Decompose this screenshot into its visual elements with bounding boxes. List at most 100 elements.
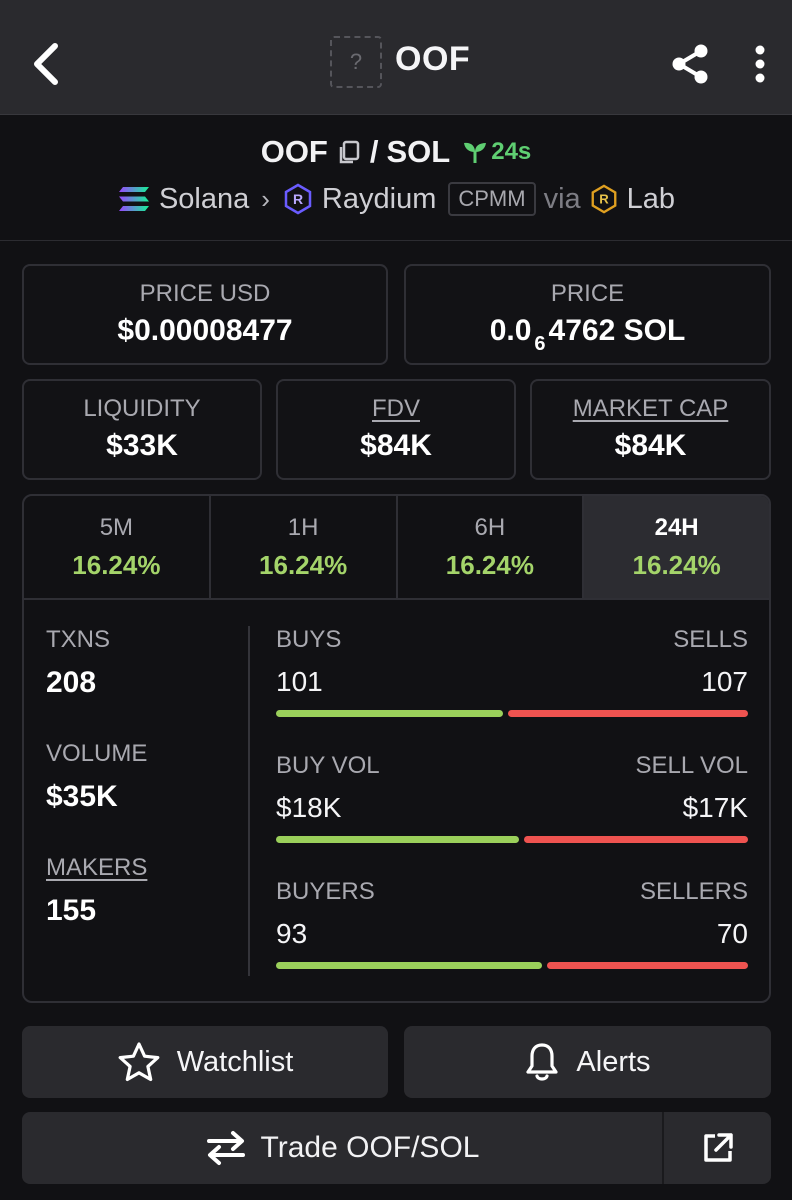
back-button[interactable] xyxy=(22,36,70,92)
trade-button[interactable]: Trade OOF/SOL xyxy=(22,1112,662,1184)
price-usd-card: PRICE USD $0.00008477 xyxy=(22,264,388,365)
makers-label[interactable]: MAKERS xyxy=(46,854,148,881)
buy-bar xyxy=(276,962,543,969)
open-external-button[interactable] xyxy=(664,1112,771,1184)
tab-24h[interactable]: 24H 16.24% xyxy=(584,496,769,598)
tab-change: 16.24% xyxy=(632,550,721,580)
swap-arrows-icon xyxy=(206,1131,245,1165)
sell-bar xyxy=(523,836,748,843)
base-symbol: OOF xyxy=(260,134,328,169)
sell-bar xyxy=(507,710,748,717)
buy-bar xyxy=(276,836,519,843)
top-bar: ? OOF xyxy=(0,0,792,115)
tab-6h[interactable]: 6H 16.24% xyxy=(398,496,585,598)
buyers-sellers-bar xyxy=(276,962,748,969)
buys-value: 101 xyxy=(276,666,323,697)
token-thumbnail: ? xyxy=(330,36,382,88)
back-arrow-icon xyxy=(34,43,58,85)
timeframe-tabs: 5M 16.24% 1H 16.24% 6H 16.24% 24H 16.24% xyxy=(24,496,769,600)
pair-age-badge: 24s xyxy=(462,138,531,166)
pair-title: OOF / SOL 24s xyxy=(0,134,792,170)
more-options-button[interactable] xyxy=(740,38,780,90)
share-button[interactable] xyxy=(664,38,716,90)
buys-sells-bar xyxy=(276,710,748,717)
pair-slash: / xyxy=(369,134,379,169)
market-cap-card: MARKET CAP $84K xyxy=(530,379,771,480)
star-icon xyxy=(118,1042,160,1082)
volume-label: VOLUME xyxy=(46,740,148,767)
pair-age: 24s xyxy=(491,138,532,165)
watchlist-label: Watchlist xyxy=(176,1045,294,1078)
liquidity-card: LIQUIDITY $33K xyxy=(22,379,262,480)
sprout-icon xyxy=(464,142,487,163)
txns-stat: TXNS 208 xyxy=(46,626,246,700)
chain-link[interactable]: Solana xyxy=(158,182,250,215)
txns-value: 208 xyxy=(46,666,97,699)
sell-bar xyxy=(547,962,748,969)
price-suffix: 4762 SOL xyxy=(548,314,686,347)
liquidity-label: LIQUIDITY xyxy=(83,395,201,422)
price-usd-value: $0.00008477 xyxy=(117,314,293,347)
trade-label: Trade OOF/SOL xyxy=(260,1131,480,1164)
watchlist-button[interactable]: Watchlist xyxy=(22,1026,388,1098)
dex-link[interactable]: Raydium xyxy=(321,182,437,215)
sellers-label: SELLERS xyxy=(639,878,748,905)
copy-icon[interactable] xyxy=(336,139,362,165)
price-native-value: 0.0 6 4762 SOL xyxy=(406,314,769,355)
svg-text:R: R xyxy=(599,192,609,207)
price-zero-count: 6 xyxy=(534,333,546,355)
txns-label: TXNS xyxy=(46,626,111,653)
share-icon xyxy=(672,44,708,84)
sell-vol-value: $17K xyxy=(682,792,748,823)
makers-stat: MAKERS 155 xyxy=(46,854,246,928)
sellers-value: 70 xyxy=(716,918,748,949)
buyers-label: BUYERS xyxy=(276,878,375,905)
tab-1h[interactable]: 1H 16.24% xyxy=(211,496,398,598)
thumbnail-placeholder: ? xyxy=(349,49,363,74)
bell-icon xyxy=(526,1043,559,1081)
price-prefix: 0.0 xyxy=(489,314,532,347)
buys-label: BUYS xyxy=(276,626,342,653)
sells-label: SELLS xyxy=(673,626,748,653)
tab-change: 16.24% xyxy=(445,550,534,580)
breadcrumb: Solana › R Raydium CPMM via R Lab xyxy=(0,182,792,216)
fdv-card: FDV $84K xyxy=(276,379,516,480)
buyers-value: 93 xyxy=(276,918,308,949)
raydium-icon: R xyxy=(284,183,312,215)
fdv-label[interactable]: FDV xyxy=(372,395,420,422)
price-native-label: PRICE xyxy=(550,280,625,307)
tab-label: 1H xyxy=(287,514,319,541)
buys-sells-split: BUYS SELLS 101 107 xyxy=(276,626,748,752)
tab-5m[interactable]: 5M 16.24% xyxy=(24,496,211,598)
totals-column: TXNS 208 VOLUME $35K MAKERS 155 xyxy=(46,626,246,968)
market-cap-value: $84K xyxy=(614,429,687,462)
alerts-label: Alerts xyxy=(576,1045,651,1078)
sell-vol-label: SELL VOL xyxy=(635,752,748,779)
price-native-card: PRICE 0.0 6 4762 SOL xyxy=(404,264,771,365)
page-title: OOF xyxy=(395,40,471,78)
source-link[interactable]: Lab xyxy=(626,182,676,215)
volume-value: $35K xyxy=(46,780,118,813)
buyers-sellers-split: BUYERS SELLERS 93 70 xyxy=(276,878,748,1001)
svg-text:R: R xyxy=(293,191,303,207)
liquidity-value: $33K xyxy=(106,429,178,462)
tab-label: 6H xyxy=(474,514,506,541)
tab-change: 16.24% xyxy=(259,550,348,580)
buy-vol-value: $18K xyxy=(276,792,342,823)
via-label: via xyxy=(543,182,581,215)
txn-stats-panel: 5M 16.24% 1H 16.24% 6H 16.24% 24H 16.24%… xyxy=(22,494,771,1003)
alerts-button[interactable]: Alerts xyxy=(404,1026,771,1098)
volume-bar xyxy=(276,836,748,843)
fdv-value: $84K xyxy=(360,429,432,462)
price-usd-label: PRICE USD xyxy=(139,280,271,307)
pool-type-badge: CPMM xyxy=(448,182,536,216)
market-cap-label[interactable]: MARKET CAP xyxy=(572,395,729,422)
lab-icon: R xyxy=(591,184,617,214)
sells-value: 107 xyxy=(701,666,748,697)
tab-label: 24H xyxy=(654,514,699,541)
more-vertical-icon xyxy=(755,45,765,83)
split-column: BUYS SELLS 101 107 BUY VOL SELL VOL $18K $17… xyxy=(276,626,748,1001)
buy-bar xyxy=(276,710,503,717)
column-divider xyxy=(248,626,250,976)
tab-label: 5M xyxy=(99,514,134,541)
